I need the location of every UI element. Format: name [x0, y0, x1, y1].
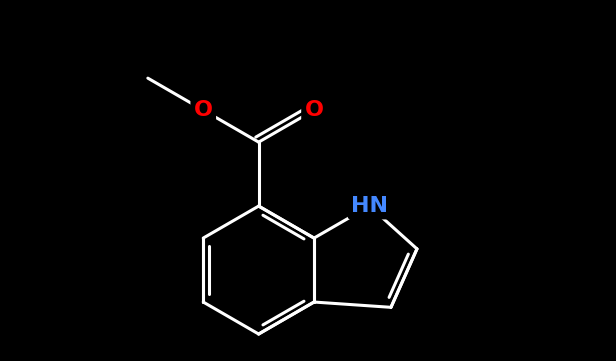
Text: O: O [194, 100, 213, 120]
Text: HN: HN [351, 196, 388, 216]
Text: O: O [304, 100, 323, 120]
